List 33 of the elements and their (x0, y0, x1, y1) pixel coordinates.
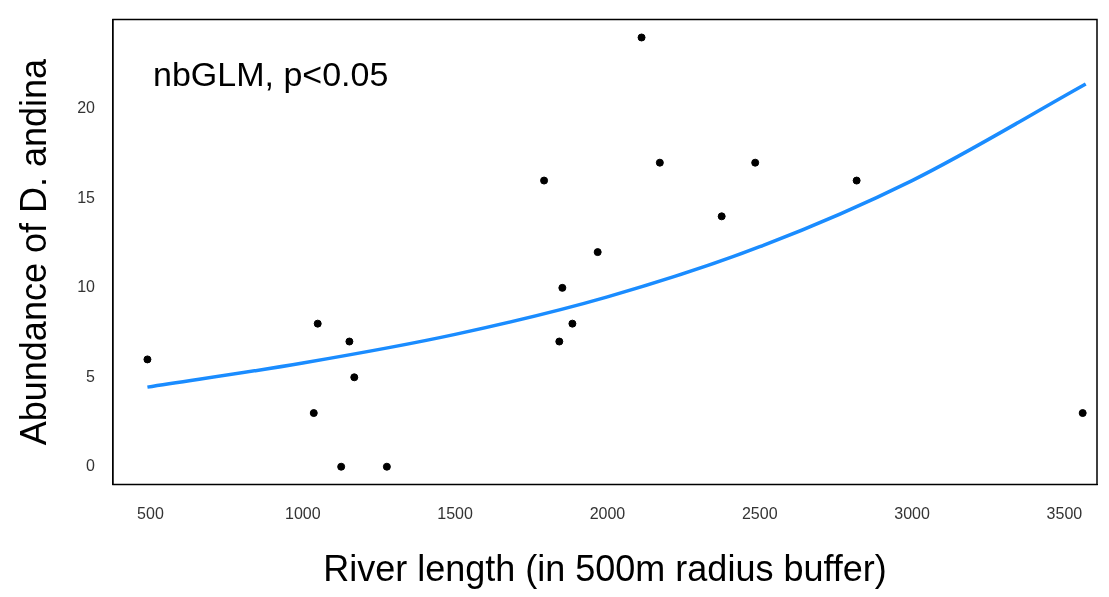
x-tick-label: 1500 (437, 504, 474, 522)
y-axis-title: Abundance of D. andina (12, 57, 54, 446)
point (382, 462, 391, 471)
point (350, 373, 359, 382)
point (309, 409, 318, 418)
x-tick-label: 1000 (284, 504, 321, 522)
x-axis-title: River length (in 500m radius buffer) (323, 548, 887, 590)
point (1078, 409, 1087, 418)
point (345, 337, 354, 346)
annotation: nbGLM, p<0.05 (153, 54, 389, 93)
point (558, 283, 567, 292)
x-tick-label: 2500 (741, 504, 778, 522)
point (540, 176, 549, 185)
point (852, 176, 861, 185)
point (751, 158, 760, 167)
y-tick-label: 5 (86, 367, 96, 385)
x-tick-label: 3500 (1046, 504, 1083, 522)
x-tick-label: 3000 (894, 504, 930, 522)
y-tick-label: 10 (77, 278, 96, 296)
y-tick-label: 15 (77, 188, 96, 206)
point (555, 337, 564, 346)
x-tick-label: 2000 (589, 504, 626, 522)
point (568, 319, 577, 328)
point (143, 355, 152, 364)
y-tick-label: 0 (86, 457, 96, 475)
x-tick-label: 500 (137, 504, 164, 522)
point (593, 248, 602, 257)
y-tick-label: 20 (77, 99, 96, 117)
point (337, 462, 346, 471)
point (637, 33, 646, 42)
point (655, 158, 664, 167)
point (717, 212, 726, 221)
point (313, 319, 322, 328)
